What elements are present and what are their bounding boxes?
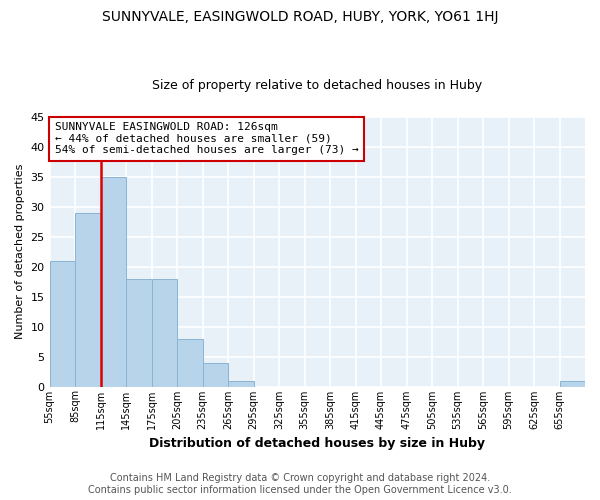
Bar xyxy=(50,260,75,386)
Bar xyxy=(75,212,101,386)
Bar xyxy=(203,362,228,386)
Y-axis label: Number of detached properties: Number of detached properties xyxy=(15,164,25,340)
Bar xyxy=(228,380,254,386)
X-axis label: Distribution of detached houses by size in Huby: Distribution of detached houses by size … xyxy=(149,437,485,450)
Bar xyxy=(152,278,177,386)
Bar xyxy=(126,278,152,386)
Title: Size of property relative to detached houses in Huby: Size of property relative to detached ho… xyxy=(152,79,482,92)
Text: SUNNYVALE, EASINGWOLD ROAD, HUBY, YORK, YO61 1HJ: SUNNYVALE, EASINGWOLD ROAD, HUBY, YORK, … xyxy=(102,10,498,24)
Bar xyxy=(101,176,126,386)
Bar xyxy=(177,338,203,386)
Bar xyxy=(560,380,585,386)
Text: SUNNYVALE EASINGWOLD ROAD: 126sqm
← 44% of detached houses are smaller (59)
54% : SUNNYVALE EASINGWOLD ROAD: 126sqm ← 44% … xyxy=(55,122,359,156)
Text: Contains HM Land Registry data © Crown copyright and database right 2024.
Contai: Contains HM Land Registry data © Crown c… xyxy=(88,474,512,495)
